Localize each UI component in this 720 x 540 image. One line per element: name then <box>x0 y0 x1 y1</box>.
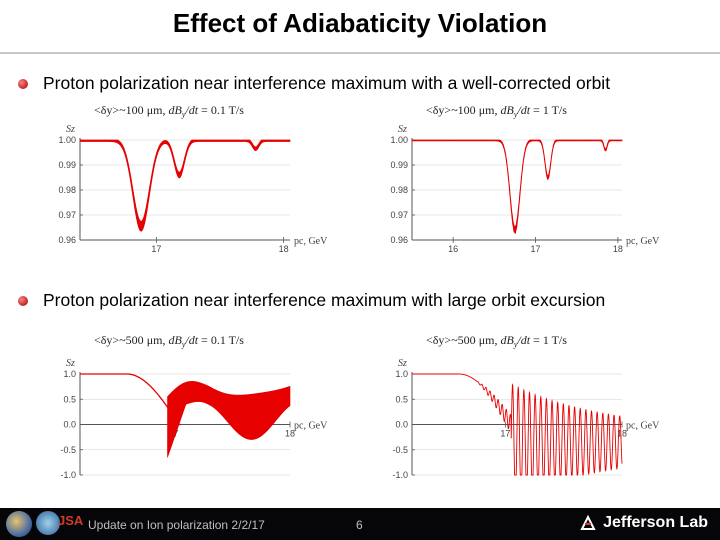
nsf-seal-icon <box>36 511 60 535</box>
bullet-2-text: Proton polarization near interference ma… <box>43 290 606 310</box>
y-tick-label: 0.99 <box>58 160 76 170</box>
y-tick-label: 0.97 <box>58 210 76 220</box>
chart-title: <δy>~100 μm, dBy/dt = 0.1 T/s <box>94 103 244 119</box>
bullet-dot-icon <box>18 295 28 306</box>
y-tick-label: 0.97 <box>390 210 408 220</box>
bullet-2: Proton polarization near interference ma… <box>18 290 605 311</box>
y-tick-label: 1.0 <box>63 369 76 379</box>
y-tick-label: -0.5 <box>392 445 408 455</box>
data-line <box>80 373 182 426</box>
x-axis-label: pc, GeV <box>294 236 328 247</box>
y-tick-label: 0.0 <box>395 420 408 430</box>
x-tick-label: 18 <box>285 429 295 439</box>
y-tick-label: 1.00 <box>58 135 76 145</box>
jlab-mark-icon <box>580 514 596 530</box>
data-line <box>412 373 623 476</box>
data-band <box>411 139 623 235</box>
y-tick-label: 0.5 <box>395 394 408 404</box>
y-tick-label: 0.5 <box>63 394 76 404</box>
y-axis-label: Sz <box>66 124 75 135</box>
page-number: 6 <box>356 518 363 532</box>
x-tick-label: 18 <box>617 429 627 439</box>
chart-top-left: <δy>~100 μm, dBy/dt = 0.1 T/s Sz1.00 0.99 0… <box>58 103 328 254</box>
bullet-1: Proton polarization near interference ma… <box>18 73 610 94</box>
jefferson-lab-logo: Jefferson Lab <box>579 514 708 532</box>
y-tick-label: 1.00 <box>390 135 408 145</box>
data-band <box>79 139 291 232</box>
doe-seal-icon <box>6 511 32 537</box>
y-tick-label: 0.96 <box>58 235 76 245</box>
chart-title: <δy>~100 μm, dBy/dt = 1 T/s <box>426 103 567 119</box>
x-tick-label: 16 <box>448 244 458 254</box>
y-tick-label: 0.98 <box>390 185 408 195</box>
y-tick-label: 0.98 <box>58 185 76 195</box>
y-tick-label: 0.99 <box>390 160 408 170</box>
chart-title: <δy>~500 μm, dBy/dt = 0.1 T/s <box>94 333 244 349</box>
x-tick-label: 17 <box>151 244 161 254</box>
x-tick-label: 17 <box>500 429 510 439</box>
x-tick-label: 18 <box>279 244 289 254</box>
chart-bottom-left: <δy>~500 μm, dBy/dt = 0.1 T/s Sz1.0 0.5 0.0… <box>60 333 328 480</box>
chart-title: <δy>~500 μm, dBy/dt = 1 T/s <box>426 333 567 349</box>
jsa-logo: JSA <box>58 513 84 528</box>
y-axis-label: Sz <box>398 358 407 369</box>
y-tick-label: -1.0 <box>392 470 408 480</box>
y-axis-label: Sz <box>398 124 407 135</box>
y-tick-label: -1.0 <box>60 470 76 480</box>
x-axis-label: pc, GeV <box>626 236 660 247</box>
footer-bar: JSA Update on Ion polarization 2/2/17 6 … <box>0 508 720 540</box>
y-tick-label: 0.96 <box>390 235 408 245</box>
footer-text: Update on Ion polarization 2/2/17 <box>88 518 265 532</box>
bullet-1-text: Proton polarization near interference ma… <box>43 73 611 93</box>
bullet-dot-icon <box>18 78 28 89</box>
x-axis-label: pc, GeV <box>294 421 328 432</box>
chart-top-right: <δy>~100 μm, dBy/dt = 1 T/s Sz1.00 0.99 0.9… <box>390 103 660 254</box>
brand-name: Jefferson Lab <box>603 514 708 531</box>
chart-bottom-right: <δy>~500 μm, dBy/dt = 1 T/s Sz1.0 0.5 0.0 -0… <box>392 333 660 480</box>
data-band <box>167 381 291 458</box>
title-divider <box>0 52 720 54</box>
x-tick-label: 18 <box>613 244 623 254</box>
slide-title: Effect of Adiabaticity Violation <box>172 8 548 38</box>
y-tick-label: 1.0 <box>395 369 408 379</box>
y-axis-label: Sz <box>66 358 75 369</box>
x-axis-label: pc, GeV <box>626 421 660 432</box>
y-tick-label: -0.5 <box>60 445 76 455</box>
x-tick-label: 17 <box>531 244 541 254</box>
y-tick-label: 0.0 <box>63 420 76 430</box>
